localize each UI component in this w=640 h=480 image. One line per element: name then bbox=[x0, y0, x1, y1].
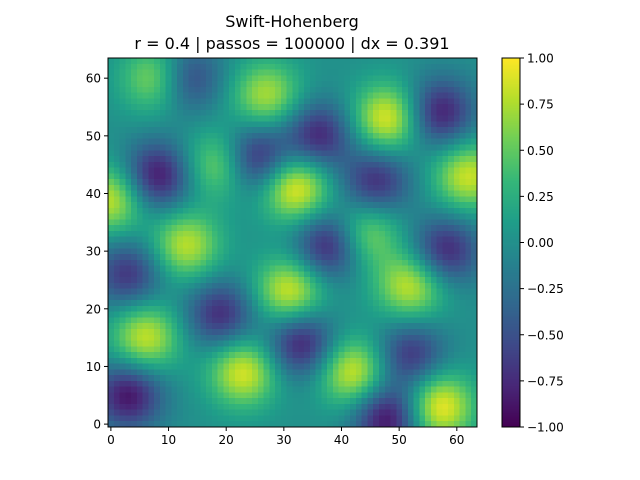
y-tick-label: 0 bbox=[93, 418, 101, 432]
colorbar-tick-label: 1.00 bbox=[527, 52, 554, 66]
y-tick-label: 10 bbox=[86, 360, 101, 374]
chart-subtitle: r = 0.4 | passos = 100000 | dx = 0.391 bbox=[134, 34, 449, 53]
colorbar-gradient bbox=[502, 58, 520, 427]
y-tick-label: 50 bbox=[86, 129, 101, 143]
x-tick-label: 0 bbox=[107, 433, 115, 447]
colorbar-tick-label: −0.25 bbox=[527, 282, 564, 296]
colorbar-tick-label: −1.00 bbox=[527, 421, 564, 435]
heatmap-image bbox=[108, 58, 477, 427]
colorbar-tick-label: 0.25 bbox=[527, 190, 554, 204]
colorbar-tick-label: 0.75 bbox=[527, 98, 554, 112]
y-tick-label: 30 bbox=[86, 245, 101, 259]
x-tick-label: 60 bbox=[449, 433, 464, 447]
chart-title: Swift-Hohenberg bbox=[225, 12, 358, 31]
y-tick-label: 20 bbox=[86, 302, 101, 316]
x-tick-label: 20 bbox=[219, 433, 234, 447]
x-tick-label: 50 bbox=[392, 433, 407, 447]
x-tick-label: 10 bbox=[161, 433, 176, 447]
colorbar-tick-label: 0.50 bbox=[527, 144, 554, 158]
x-tick-label: 30 bbox=[276, 433, 291, 447]
x-axis: 0 10 20 30 40 50 60 bbox=[107, 427, 464, 447]
colorbar: −1.00 −0.75 −0.50 −0.25 0.00 0.25 0.50 0.75 1.00 bbox=[501, 52, 564, 435]
y-tick-label: 60 bbox=[86, 72, 101, 86]
plot-frame bbox=[107, 57, 478, 428]
colorbar-tick-label: −0.50 bbox=[527, 328, 564, 342]
y-axis: 0 10 20 30 40 50 60 bbox=[86, 72, 108, 432]
colorbar-axis: −1.00 −0.75 −0.50 −0.25 0.00 0.25 0.50 0.75 1.00 bbox=[520, 52, 564, 435]
colorbar-tick-label: 0.00 bbox=[527, 236, 554, 250]
colorbar-tick-label: −0.75 bbox=[527, 374, 564, 388]
heatmap-canvas bbox=[108, 58, 477, 427]
y-tick-label: 40 bbox=[86, 187, 101, 201]
x-tick-label: 40 bbox=[334, 433, 349, 447]
